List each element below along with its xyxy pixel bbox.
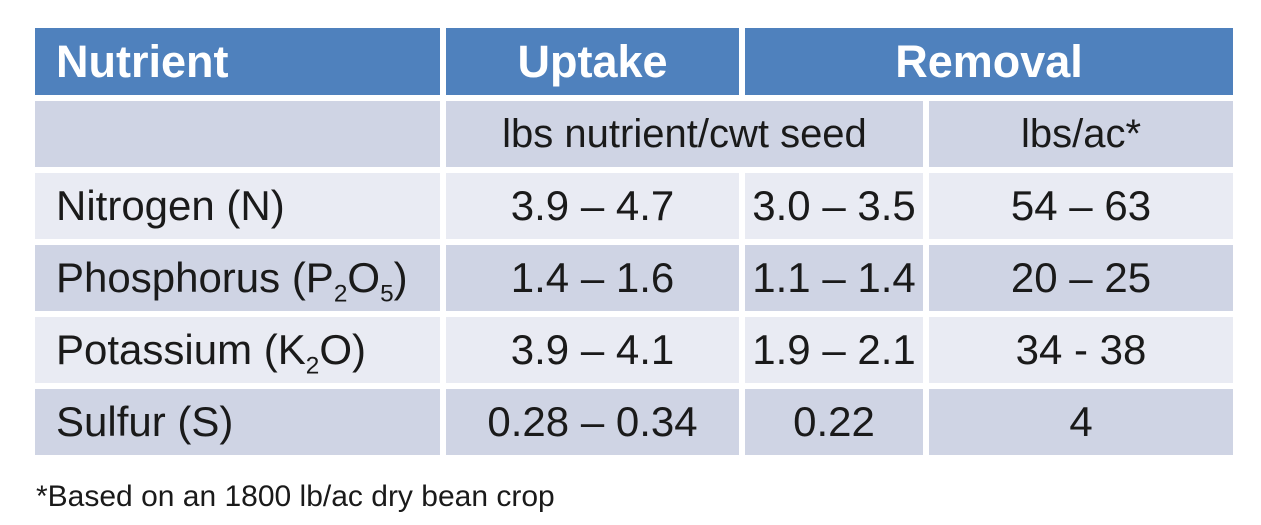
removal-per-cwt-cell: 1.9 – 2.1 xyxy=(745,317,923,383)
units-per-cwt-cell: lbs nutrient/cwt seed xyxy=(446,101,923,167)
removal-per-acre-cell: 54 – 63 xyxy=(929,173,1233,239)
table-units-row: lbs nutrient/cwt seed lbs/ac* xyxy=(35,101,1233,167)
table-row-nitrogen: Nitrogen (N) 3.9 – 4.7 3.0 – 3.5 54 – 63 xyxy=(35,173,1233,239)
units-empty-cell xyxy=(35,101,440,167)
nutrient-name-cell: Sulfur (S) xyxy=(35,389,440,455)
header-uptake: Uptake xyxy=(446,28,739,95)
table-header-row: Nutrient Uptake Removal xyxy=(35,28,1233,95)
removal-per-acre-cell: 34 - 38 xyxy=(929,317,1233,383)
nutrient-name-cell: Nitrogen (N) xyxy=(35,173,440,239)
header-nutrient: Nutrient xyxy=(35,28,440,95)
nutrient-uptake-removal-table: Nutrient Uptake Removal lbs nutrient/cwt… xyxy=(29,22,1239,461)
uptake-value-cell: 1.4 – 1.6 xyxy=(446,245,739,311)
table-row-potassium: Potassium (K2O) 3.9 – 4.1 1.9 – 2.1 34 -… xyxy=(35,317,1233,383)
nutrient-name-cell: Potassium (K2O) xyxy=(35,317,440,383)
nutrient-name-cell: Phosphorus (P2O5) xyxy=(35,245,440,311)
table-row-sulfur: Sulfur (S) 0.28 – 0.34 0.22 4 xyxy=(35,389,1233,455)
removal-per-acre-cell: 20 – 25 xyxy=(929,245,1233,311)
removal-per-acre-cell: 4 xyxy=(929,389,1233,455)
removal-per-cwt-cell: 0.22 xyxy=(745,389,923,455)
table-row-phosphorus: Phosphorus (P2O5) 1.4 – 1.6 1.1 – 1.4 20… xyxy=(35,245,1233,311)
uptake-value-cell: 3.9 – 4.1 xyxy=(446,317,739,383)
uptake-value-cell: 3.9 – 4.7 xyxy=(446,173,739,239)
removal-per-cwt-cell: 3.0 – 3.5 xyxy=(745,173,923,239)
units-per-acre-cell: lbs/ac* xyxy=(929,101,1233,167)
header-removal: Removal xyxy=(745,28,1233,95)
uptake-value-cell: 0.28 – 0.34 xyxy=(446,389,739,455)
removal-per-cwt-cell: 1.1 – 1.4 xyxy=(745,245,923,311)
table-footnote: *Based on an 1800 lb/ac dry bean crop xyxy=(36,480,555,513)
